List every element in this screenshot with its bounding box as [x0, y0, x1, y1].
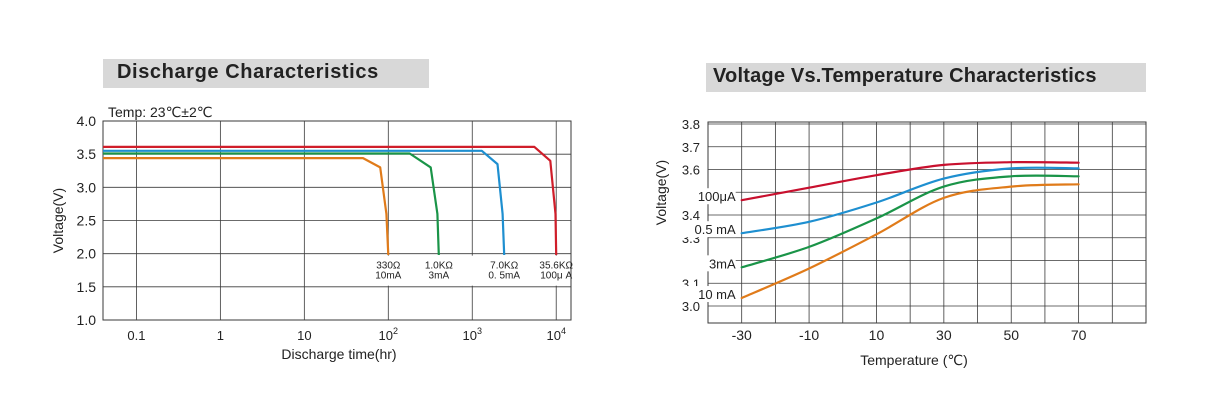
- series-resistance-label: 330Ω: [376, 261, 401, 272]
- y-tick-label: 3.6: [682, 163, 700, 178]
- series-line-1: [740, 166, 1080, 235]
- x-tick-label: 10: [869, 327, 885, 343]
- series-line-0: [103, 157, 390, 256]
- x-tick-label: 50: [1003, 327, 1019, 343]
- series-label: 100μA: [698, 189, 736, 204]
- series-current-label: 3mA: [429, 271, 450, 282]
- x-tick-label: 104: [546, 326, 565, 343]
- series-line-0: [740, 160, 1080, 202]
- x-tick-exponent: 2: [393, 326, 398, 336]
- series-resistance-label: 35.6KΩ: [539, 261, 573, 272]
- temperature-chart-title: Voltage Vs.Temperature Characteristics: [713, 65, 1097, 87]
- temperature-title-band: [706, 63, 1146, 92]
- y-axis-label: Voltage(V): [50, 188, 66, 253]
- series-current-label: 10mA: [375, 271, 401, 282]
- plot-frame: [102, 120, 572, 321]
- series-resistance-label: 7.0KΩ: [490, 261, 519, 272]
- x-tick-base: 10: [297, 328, 311, 343]
- y-tick-label: 3.7: [682, 140, 700, 155]
- y-tick-label: 4.0: [77, 113, 97, 129]
- series-label: 3mA: [709, 256, 736, 271]
- y-tick-label: 3.0: [77, 179, 97, 195]
- x-axis-label: Temperature (℃): [860, 352, 968, 368]
- temp-annotation: Temp: 23℃±2℃: [108, 104, 213, 120]
- y-axis-label: Voltage(V): [653, 160, 669, 225]
- series-line-1: [103, 152, 440, 256]
- series-current-label: 100μ A: [540, 271, 572, 282]
- series-line-3: [103, 145, 558, 256]
- y-tick-label: 2.0: [77, 246, 97, 262]
- series-label-backdrop: [679, 221, 736, 238]
- x-tick-label: 70: [1071, 327, 1087, 343]
- series-line-2: [740, 174, 1080, 269]
- series-resistance-label: 1.0KΩ: [425, 261, 454, 272]
- x-tick-label: 103: [463, 326, 482, 343]
- x-tick-label: 102: [379, 326, 398, 343]
- discharge-title-band: [103, 59, 429, 88]
- discharge-chart-title: Discharge Characteristics: [117, 61, 379, 83]
- y-tick-label: 3.8: [682, 117, 700, 132]
- series-label-backdrop: [679, 188, 736, 205]
- label-backdrop: [360, 255, 570, 286]
- x-tick-label: 0.1: [127, 328, 145, 343]
- plot-frame: [707, 121, 1147, 324]
- series-current-label: 0. 5mA: [488, 271, 520, 282]
- x-tick-label: -10: [799, 327, 819, 343]
- x-tick-exponent: 4: [561, 326, 566, 336]
- x-tick-label: 1: [217, 328, 224, 343]
- x-tick-exponent: 3: [477, 326, 482, 336]
- x-tick-base: 0.1: [127, 328, 145, 343]
- series-label: 0.5 mA: [695, 222, 737, 237]
- x-tick-label: -30: [732, 327, 752, 343]
- x-tick-base: 10: [379, 328, 393, 343]
- y-tick-label: 1.0: [77, 312, 97, 328]
- series-line-2: [103, 149, 506, 256]
- y-tick-label: 3.0: [682, 299, 700, 314]
- y-tick-label: 1.5: [77, 279, 97, 295]
- x-tick-base: 1: [217, 328, 224, 343]
- x-axis-label: Discharge time(hr): [281, 346, 396, 362]
- x-tick-base: 10: [463, 328, 477, 343]
- series-line-3: [740, 183, 1080, 300]
- x-tick-label: 30: [936, 327, 952, 343]
- y-tick-label: 3.4: [682, 208, 700, 223]
- y-tick-label: 2.5: [77, 213, 97, 229]
- series-label-backdrop: [679, 286, 736, 303]
- x-tick-base: 10: [546, 328, 560, 343]
- series-label: 10 mA: [698, 287, 736, 302]
- x-tick-label: 10: [297, 328, 311, 343]
- series-label-backdrop: [679, 255, 736, 272]
- y-tick-label: 3.5: [77, 146, 97, 162]
